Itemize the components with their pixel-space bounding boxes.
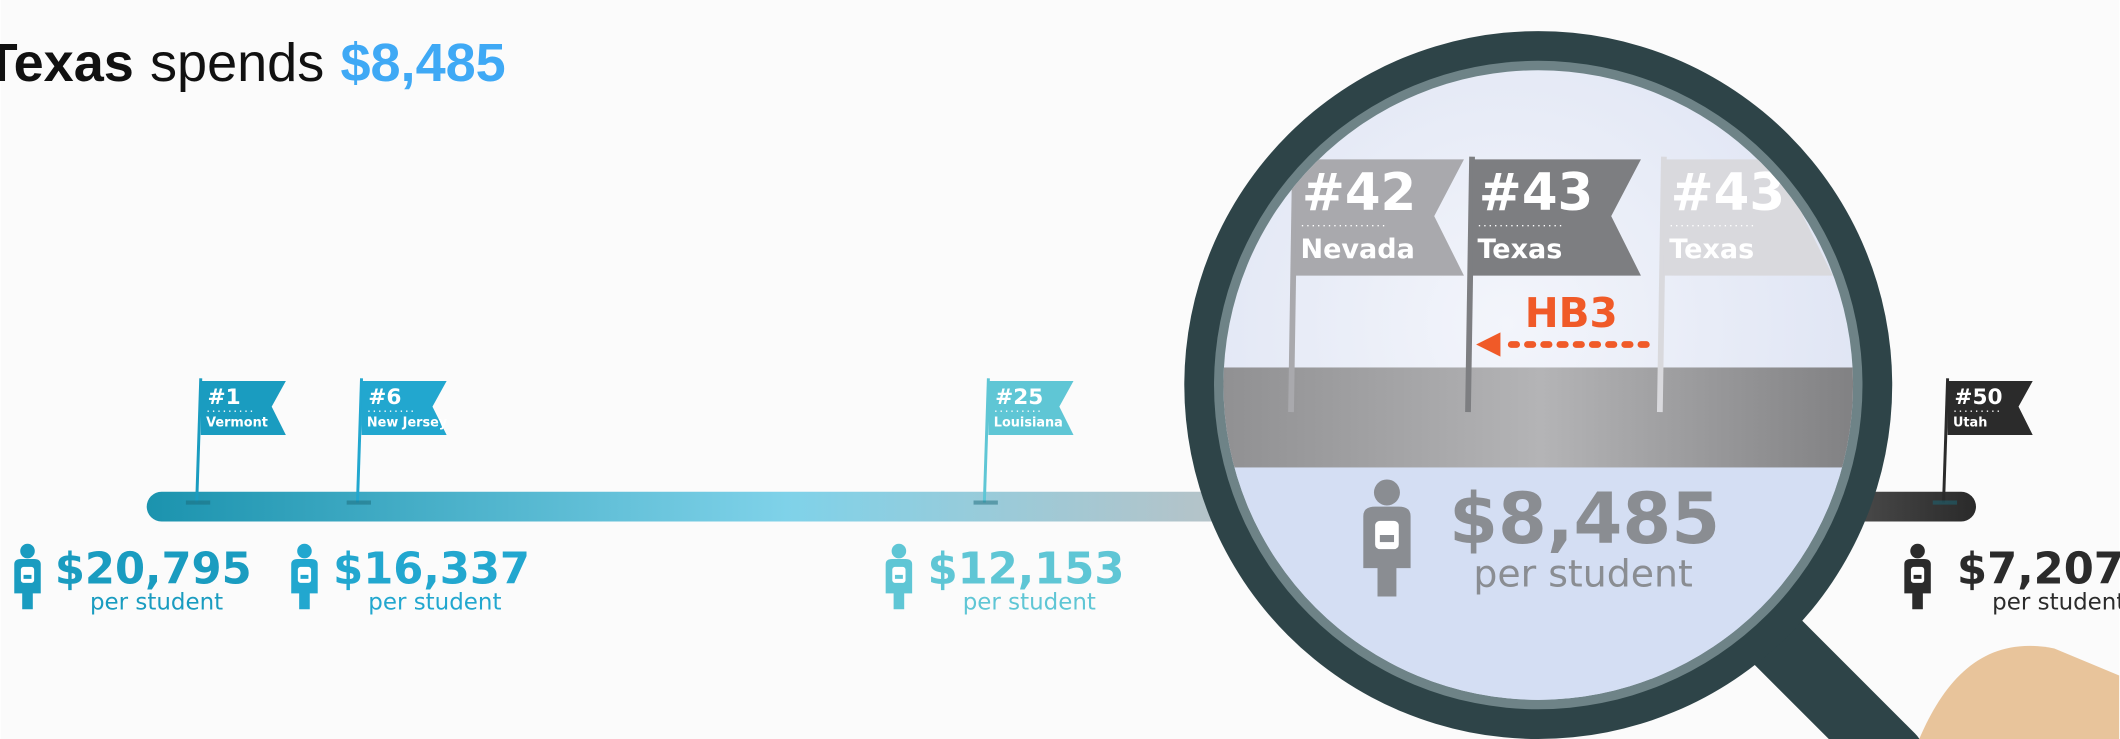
icon-head (297, 544, 312, 559)
arrow-label: HB3 (1525, 289, 1618, 337)
icon-pack-pocket (300, 575, 308, 579)
flag-rank: #50 (1954, 385, 2002, 410)
icon-pack-pocket (24, 575, 32, 579)
flag-rank: #6 (368, 385, 401, 410)
amount: $7,207 (1957, 545, 2120, 595)
headline-state: Texas (0, 33, 134, 93)
unit: per student (1992, 589, 2120, 615)
unit: per student (368, 589, 501, 615)
lens-flag-pole (1468, 157, 1472, 412)
flag-rank: #25 (995, 385, 1043, 410)
headline-verb: spends (150, 33, 324, 93)
lens-flag-pole (1291, 157, 1295, 412)
infographic: Texasspends$8,485 #1Vermont$20,795per st… (0, 0, 2120, 739)
icon-head (1374, 479, 1400, 505)
lens-flag-rank: #42 (1302, 163, 1416, 223)
lens-flag-state: Texas (1669, 234, 1754, 265)
flag-state: New Jersey (367, 416, 448, 431)
icon-pack-pocket (1914, 575, 1922, 579)
unit: per student (90, 589, 223, 615)
lens-flag-rank: #43 (1671, 163, 1785, 223)
flag-state: Louisiana (994, 416, 1063, 431)
lens-flag-pole (1660, 157, 1664, 412)
lens-unit: per student (1473, 551, 1692, 595)
page: {"headline": {"state": "Texas", "verb": … (0, 0, 2120, 739)
lens-amount: $8,485 (1449, 478, 1720, 560)
headline-amount: $8,485 (340, 33, 505, 93)
headline: Texas spends $8,485 (0, 33, 506, 93)
flag-rank: #1 (208, 385, 241, 410)
icon-head (892, 544, 907, 559)
amount: $20,795 (55, 545, 252, 595)
lens-flag-rank: #43 (1479, 163, 1593, 223)
amount: $12,153 (928, 545, 1125, 595)
icon-pack-pocket (895, 575, 903, 579)
icon-head (1910, 544, 1925, 559)
icon-head (20, 544, 35, 559)
lens-bar (1203, 367, 1879, 467)
lens-flag-state: Texas (1477, 234, 1562, 265)
flag-state: Vermont (206, 416, 268, 431)
flag-state: Utah (1953, 416, 1987, 431)
lens-flag-state: Nevada (1300, 234, 1414, 265)
unit: per student (963, 589, 1096, 615)
amount: $16,337 (333, 545, 530, 595)
icon-pack-pocket (1380, 535, 1394, 542)
